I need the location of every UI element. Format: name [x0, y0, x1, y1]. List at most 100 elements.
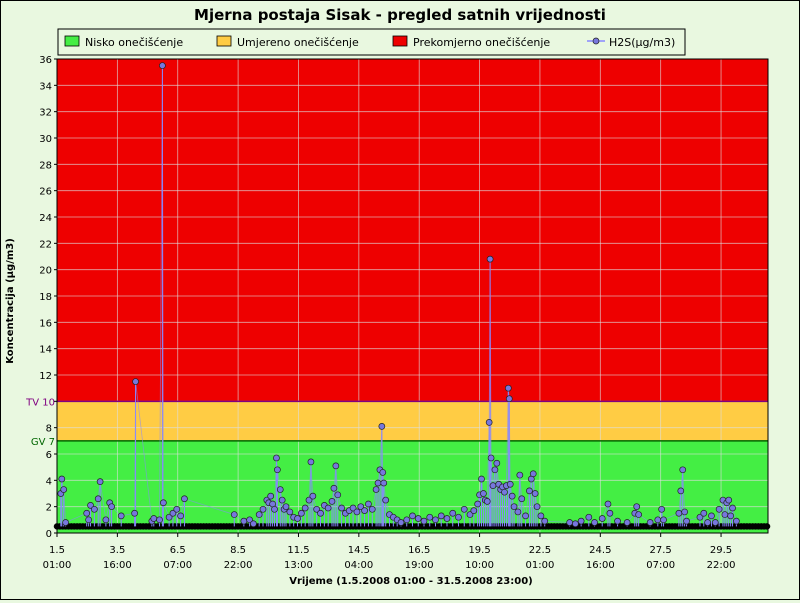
data-point-125	[566, 519, 573, 526]
baseline-markers	[53, 523, 771, 530]
data-point-86	[443, 515, 451, 522]
data-point-147	[696, 513, 704, 521]
data-point-151	[711, 519, 719, 526]
data-point-145	[681, 508, 688, 516]
data-point-24	[177, 512, 184, 520]
x-tick-time-2: 07:00	[163, 560, 192, 571]
data-point-49	[307, 458, 315, 466]
data-point-114	[514, 508, 522, 516]
x-tick-time-3: 22:00	[224, 560, 253, 571]
data-point-30	[255, 511, 263, 518]
data-point-144	[679, 466, 687, 474]
data-point-127	[577, 517, 585, 525]
x-tick-date-2: 6.5	[170, 545, 186, 556]
legend-label-3: H2S(µg/m3)	[609, 36, 675, 49]
x-tick-date-3: 8.5	[230, 545, 246, 556]
data-point-139	[654, 516, 662, 524]
data-point-122	[533, 503, 541, 511]
y-tick-label-15: 30	[39, 134, 52, 145]
x-tick-date-6: 16.5	[408, 545, 430, 556]
data-point-97	[483, 498, 491, 505]
data-point-148	[700, 509, 708, 517]
data-point-43	[286, 508, 294, 516]
data-point-82	[420, 517, 428, 525]
data-point-123	[537, 512, 545, 520]
data-point-5	[85, 516, 92, 524]
data-point-10	[102, 516, 110, 524]
x-tick-date-8: 22.5	[529, 545, 551, 556]
x-tick-date-1: 3.5	[109, 545, 125, 556]
data-point-69	[374, 479, 382, 487]
chart-title: Mjerna postaja Sisak - pregled satnih vr…	[194, 6, 606, 24]
data-point-89	[460, 505, 468, 513]
data-point-2	[60, 486, 68, 493]
data-point-31	[259, 505, 267, 513]
data-point-116	[518, 495, 526, 503]
data-point-109	[504, 384, 512, 392]
series-0	[53, 62, 771, 530]
data-point-57	[332, 462, 340, 470]
x-tick-date-10: 27.5	[650, 545, 672, 556]
legend-swatch-0	[64, 35, 80, 47]
data-point-38	[274, 466, 281, 474]
data-point-85	[437, 512, 445, 520]
data-point-134	[623, 519, 631, 526]
data-point-92	[474, 500, 482, 508]
data-point-45	[294, 515, 301, 522]
data-point-68	[372, 486, 380, 493]
x-tick-time-11: 22:00	[707, 560, 736, 571]
x-tick-time-0: 01:00	[43, 560, 72, 571]
x-tick-time-4: 13:00	[284, 560, 313, 571]
legend-label-1: Umjereno onečišćenje	[237, 36, 359, 49]
data-point-9	[96, 478, 104, 485]
data-point-124	[541, 517, 549, 525]
y-tick-label-9: 18	[39, 292, 52, 303]
data-point-121	[531, 490, 539, 497]
data-point-94	[478, 475, 485, 483]
data-point-120	[529, 470, 537, 478]
zone-band-2	[57, 59, 768, 402]
data-point-56	[330, 484, 338, 492]
data-point-98	[485, 419, 493, 426]
legend-box	[57, 28, 686, 56]
data-point-140	[658, 505, 665, 513]
x-tick-date-0: 1.5	[49, 545, 65, 556]
x-tick-time-5: 04:00	[344, 560, 373, 571]
x-tick-date-4: 11.5	[287, 545, 309, 556]
series-line	[60, 65, 737, 525]
data-point-67	[368, 505, 376, 513]
data-point-34	[267, 492, 275, 500]
y-tick-label-18: 36	[39, 55, 52, 66]
data-point-36	[271, 505, 278, 513]
x-tick-date-9: 24.5	[589, 545, 611, 556]
data-point-113	[510, 503, 518, 511]
data-point-91	[470, 507, 478, 514]
y-tick-label-11: 22	[39, 239, 52, 250]
data-point-50	[309, 492, 317, 500]
y-tick-label-7: 14	[39, 345, 52, 356]
data-point-62	[349, 504, 357, 512]
data-point-21	[165, 513, 173, 521]
data-point-59	[338, 504, 345, 512]
data-point-129	[591, 519, 598, 526]
y-axis-label: Koncentracija (µg/m3)	[5, 238, 16, 364]
y-tick-label-1: 2	[46, 503, 52, 514]
data-point-3	[62, 519, 69, 526]
data-point-42	[282, 503, 290, 511]
x-tick-date-5: 14.5	[348, 545, 370, 556]
data-point-72	[379, 469, 387, 476]
data-point-78	[397, 519, 405, 526]
x-tick-date-7: 19.5	[468, 545, 490, 556]
data-point-102	[491, 466, 499, 474]
data-point-14	[131, 509, 138, 517]
data-point-40	[278, 496, 286, 504]
data-point-19	[159, 62, 166, 69]
threshold-label-0: TV 10	[25, 397, 55, 408]
data-point-159	[733, 517, 740, 525]
y-tick-label-3: 6	[46, 450, 52, 461]
data-point-110	[505, 395, 513, 403]
data-point-1	[58, 475, 66, 483]
data-point-156	[725, 496, 733, 504]
data-point-126	[572, 520, 579, 528]
